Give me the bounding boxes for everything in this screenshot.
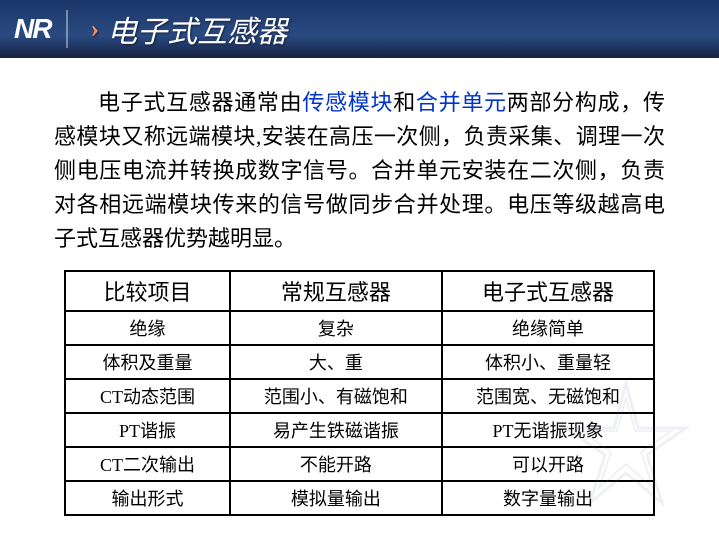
comparison-table-wrap: 比较项目 常规互感器 电子式互感器 绝缘 复杂 绝缘简单 体积及重量 大、重 体… — [64, 270, 655, 516]
cell: 大、重 — [230, 345, 442, 379]
cell: 模拟量输出 — [230, 481, 442, 515]
slide-header: NR › 电子式互感器 — [0, 0, 719, 58]
cell: 不能开路 — [230, 447, 442, 481]
cell: 绝缘简单 — [442, 311, 654, 345]
cell: 复杂 — [230, 311, 442, 345]
col-header-2: 电子式互感器 — [442, 271, 654, 311]
table-row: 体积及重量 大、重 体积小、重量轻 — [65, 345, 654, 379]
cell: 体积及重量 — [65, 345, 230, 379]
table-row: 输出形式 模拟量输出 数字量输出 — [65, 481, 654, 515]
para-hl2: 合并单元 — [416, 90, 507, 115]
cell: 绝缘 — [65, 311, 230, 345]
table-row: CT二次输出 不能开路 可以开路 — [65, 447, 654, 481]
cell: PT谐振 — [65, 413, 230, 447]
table-row: CT动态范围 范围小、有磁饱和 范围宽、无磁饱和 — [65, 379, 654, 413]
cell: PT无谐振现象 — [442, 413, 654, 447]
comparison-table: 比较项目 常规互感器 电子式互感器 绝缘 复杂 绝缘简单 体积及重量 大、重 体… — [64, 270, 655, 516]
cell: CT动态范围 — [65, 379, 230, 413]
table-row: 绝缘 复杂 绝缘简单 — [65, 311, 654, 345]
para-seg1: 电子式互感器通常由 — [98, 90, 302, 115]
col-header-1: 常规互感器 — [230, 271, 442, 311]
header-silhouette — [0, 42, 719, 58]
cell: 范围宽、无磁饱和 — [442, 379, 654, 413]
cell: 易产生铁磁谐振 — [230, 413, 442, 447]
cell: CT二次输出 — [65, 447, 230, 481]
cell: 体积小、重量轻 — [442, 345, 654, 379]
cell: 输出形式 — [65, 481, 230, 515]
table-row: PT谐振 易产生铁磁谐振 PT无谐振现象 — [65, 413, 654, 447]
cell: 数字量输出 — [442, 481, 654, 515]
bullet-icon: › — [90, 14, 99, 44]
para-hl1: 传感模块 — [302, 90, 393, 115]
slide-body: 电子式互感器通常由传感模块和合并单元两部分构成，传感模块又称远端模块,安装在高压… — [0, 58, 719, 526]
cell: 可以开路 — [442, 447, 654, 481]
table-header-row: 比较项目 常规互感器 电子式互感器 — [65, 271, 654, 311]
col-header-0: 比较项目 — [65, 271, 230, 311]
para-seg2: 和 — [393, 90, 416, 115]
cell: 范围小、有磁饱和 — [230, 379, 442, 413]
intro-paragraph: 电子式互感器通常由传感模块和合并单元两部分构成，传感模块又称远端模块,安装在高压… — [54, 86, 665, 256]
